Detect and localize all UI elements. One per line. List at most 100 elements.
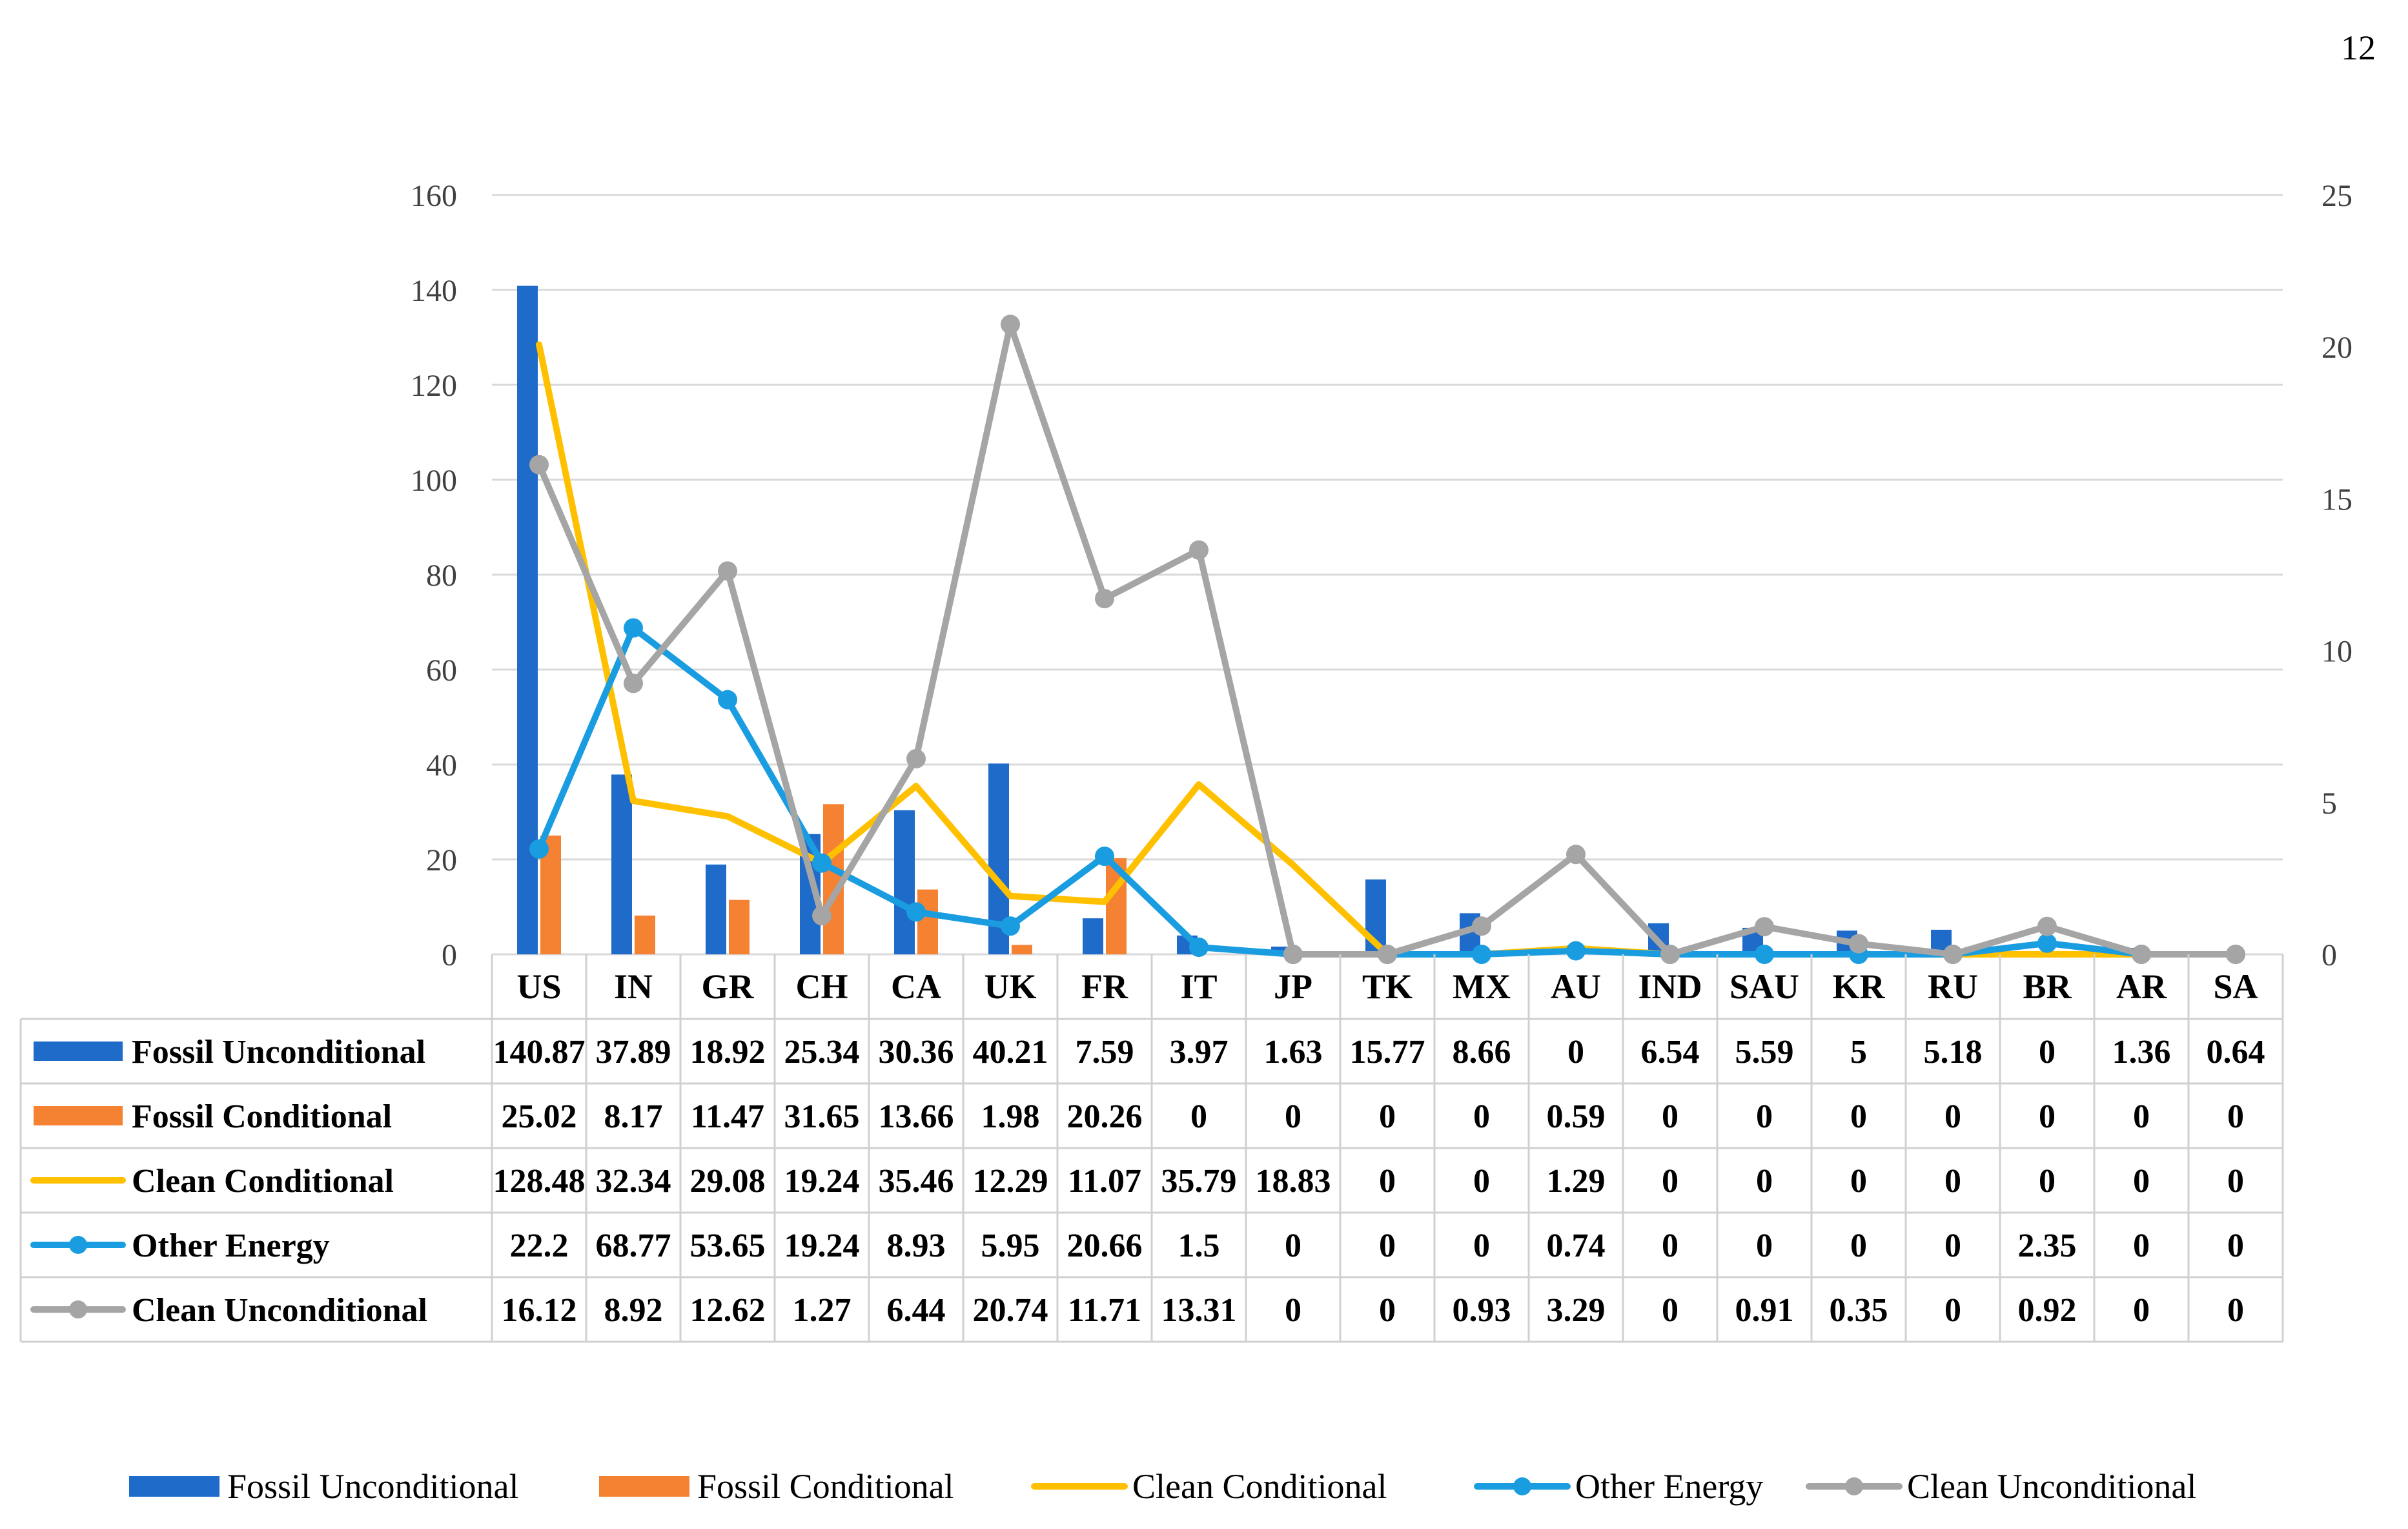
- table-cell: 0: [1662, 1292, 1678, 1329]
- legend-marker: [1845, 1477, 1863, 1495]
- y2-tick-label: 5: [2321, 786, 2337, 821]
- y2-tick-label: 25: [2321, 179, 2352, 213]
- category-label: AU: [1551, 967, 1601, 1006]
- table-cell: 0: [1473, 1227, 1490, 1264]
- table-cell: 6.54: [1641, 1034, 1700, 1071]
- table-cell: 18.83: [1256, 1163, 1331, 1200]
- table-cell: 0: [1567, 1034, 1584, 1071]
- point-other-energy: [906, 902, 926, 922]
- page-number: 12: [2341, 28, 2376, 67]
- table-cell: 37.89: [596, 1034, 671, 1071]
- point-clean-unconditional: [1283, 945, 1303, 964]
- legend-label: Fossil Unconditional: [227, 1467, 519, 1506]
- table-cell: 128.48: [493, 1163, 586, 1200]
- table-cell: 0: [1756, 1098, 1773, 1135]
- table-cell: 5.59: [1735, 1034, 1794, 1071]
- table-cell: 3.29: [1547, 1292, 1606, 1329]
- y2-tick-label: 10: [2321, 635, 2352, 669]
- table-cell: 19.24: [784, 1227, 860, 1264]
- table-cell: 0: [1756, 1227, 1773, 1264]
- legend-key: [599, 1476, 689, 1497]
- table-cell: 0: [2227, 1098, 2244, 1135]
- table-cell: 0: [1662, 1098, 1678, 1135]
- table-cell: 40.21: [973, 1034, 1048, 1071]
- table-cell: 0.91: [1735, 1292, 1794, 1329]
- point-clean-unconditional: [1943, 945, 1963, 964]
- category-label: GR: [702, 967, 755, 1006]
- table-cell: 0.74: [1547, 1227, 1606, 1264]
- row-legend-marker: [69, 1300, 87, 1319]
- table-cell: 18.92: [690, 1034, 766, 1071]
- table-cell: 20.26: [1067, 1098, 1143, 1135]
- point-other-energy: [529, 839, 549, 859]
- category-label: MX: [1453, 967, 1511, 1006]
- table-cell: 1.5: [1178, 1227, 1220, 1264]
- table-cell: 0: [1850, 1227, 1867, 1264]
- point-other-energy: [718, 690, 737, 710]
- table-cell: 0: [1473, 1163, 1490, 1200]
- table-cell: 20.66: [1067, 1227, 1143, 1264]
- row-label: Fossil Unconditional: [132, 1034, 425, 1071]
- table-cell: 1.98: [981, 1098, 1040, 1135]
- table-cell: 5: [1850, 1034, 1867, 1071]
- table-cell: 29.08: [690, 1163, 766, 1200]
- table-cell: 35.46: [879, 1163, 954, 1200]
- table-cell: 13.66: [879, 1098, 954, 1135]
- row-legend-marker: [69, 1236, 87, 1254]
- point-clean-unconditional: [2037, 916, 2057, 936]
- table-cell: 0: [2133, 1098, 2150, 1135]
- point-clean-unconditional: [2226, 945, 2245, 964]
- table-cell: 0: [2133, 1163, 2150, 1200]
- table-cell: 0.35: [1830, 1292, 1888, 1329]
- point-clean-unconditional: [624, 673, 643, 693]
- table-cell: 0.92: [2018, 1292, 2077, 1329]
- table-cell: 0: [2227, 1163, 2244, 1200]
- line-other-energy: [536, 624, 2239, 958]
- table-cell: 0: [2133, 1292, 2150, 1329]
- point-clean-unconditional: [1566, 845, 1586, 865]
- y-tick-label: 120: [411, 369, 457, 403]
- legend-label: Clean Unconditional: [1907, 1467, 2196, 1506]
- table-cell: 0: [1190, 1098, 1207, 1135]
- point-clean-unconditional: [812, 906, 832, 926]
- table-cell: 0: [1473, 1098, 1490, 1135]
- row-label: Clean Unconditional: [132, 1292, 427, 1329]
- legend: Fossil Unconditional Fossil Conditional Cl…: [129, 1467, 2196, 1506]
- table-cell: 0: [2039, 1098, 2056, 1135]
- table-cell: 8.92: [604, 1292, 663, 1329]
- point-clean-unconditional: [1660, 945, 1680, 964]
- table-cell: 5.95: [981, 1227, 1040, 1264]
- category-label: UK: [985, 967, 1037, 1006]
- point-other-energy: [1095, 847, 1114, 867]
- table-cell: 16.12: [502, 1292, 577, 1329]
- row-label: Clean Conditional: [132, 1163, 394, 1200]
- point-clean-unconditional: [1001, 314, 1020, 334]
- category-label: US: [516, 967, 561, 1006]
- y-tick-label: 100: [411, 464, 457, 498]
- bar-fossil-conditional: [635, 915, 655, 954]
- y-tick-label: 40: [426, 748, 457, 783]
- data-table: US IN GR CH CA UK FR IT JP TK MX AU IND SAU KR RU BR AR SA…: [19, 954, 2284, 1343]
- table-cell: 0: [1944, 1098, 1961, 1135]
- table-cell: 35.79: [1161, 1163, 1237, 1200]
- category-label: TK: [1362, 967, 1413, 1006]
- table-cell: 25.34: [784, 1034, 860, 1071]
- point-clean-unconditional: [2132, 945, 2151, 964]
- bar-series: [517, 285, 2234, 955]
- y2-tick-label: 20: [2321, 331, 2352, 365]
- row-label: Other Energy: [132, 1227, 330, 1264]
- point-clean-unconditional: [906, 749, 926, 769]
- table-cell: 0: [1662, 1163, 1678, 1200]
- point-other-energy: [624, 618, 643, 638]
- table-cell: 0: [1285, 1098, 1301, 1135]
- table-cell: 0: [1944, 1292, 1961, 1329]
- table-cell: 11.71: [1068, 1292, 1141, 1329]
- y-tick-label: 0: [442, 938, 457, 972]
- point-other-energy: [2037, 933, 2057, 953]
- table-cell: 68.77: [596, 1227, 671, 1264]
- point-clean-unconditional: [718, 561, 737, 581]
- table-cell: 31.65: [784, 1098, 860, 1135]
- line-series: [529, 314, 2245, 964]
- table-cell: 8.17: [604, 1098, 663, 1135]
